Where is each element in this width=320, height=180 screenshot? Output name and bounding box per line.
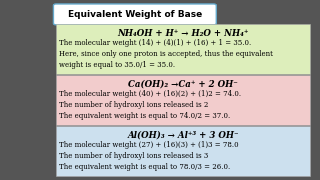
Text: The number of hydroxyl ions released is 3: The number of hydroxyl ions released is …: [59, 152, 208, 160]
FancyBboxPatch shape: [56, 126, 310, 176]
Text: Equivalent Weight of Base: Equivalent Weight of Base: [68, 10, 202, 19]
FancyBboxPatch shape: [53, 4, 216, 25]
Text: The equivalent weight is equal to 74.0/2 = 37.0.: The equivalent weight is equal to 74.0/2…: [59, 112, 230, 120]
Text: The molecular weight (14) + (4)(1) + (16) + 1 = 35.0.: The molecular weight (14) + (4)(1) + (16…: [59, 39, 252, 47]
Text: The number of hydroxyl ions released is 2: The number of hydroxyl ions released is …: [59, 101, 209, 109]
FancyBboxPatch shape: [56, 24, 310, 74]
Text: The molecular weight (40) + (16)(2) + (1)2 = 74.0.: The molecular weight (40) + (16)(2) + (1…: [59, 90, 241, 98]
Text: weight is equal to 35.0/1 = 35.0.: weight is equal to 35.0/1 = 35.0.: [59, 61, 175, 69]
Text: Al(OH)₃ → Al⁺³ + 3 OH⁻: Al(OH)₃ → Al⁺³ + 3 OH⁻: [127, 131, 239, 140]
FancyBboxPatch shape: [56, 75, 310, 125]
Text: Here, since only one proton is accepted, thus the equivalent: Here, since only one proton is accepted,…: [59, 50, 273, 58]
Text: The equivalent weight is equal to 78.0/3 = 26.0.: The equivalent weight is equal to 78.0/3…: [59, 163, 230, 171]
Text: NH₄OH + H⁺ → H₂O + NH₄⁺: NH₄OH + H⁺ → H₂O + NH₄⁺: [117, 29, 249, 38]
Text: Ca(OH)₂ →Ca⁺ + 2 OH⁻: Ca(OH)₂ →Ca⁺ + 2 OH⁻: [128, 80, 238, 89]
Text: The molecular weight (27) + (16)(3) + (1)3 = 78.0: The molecular weight (27) + (16)(3) + (1…: [59, 141, 239, 149]
